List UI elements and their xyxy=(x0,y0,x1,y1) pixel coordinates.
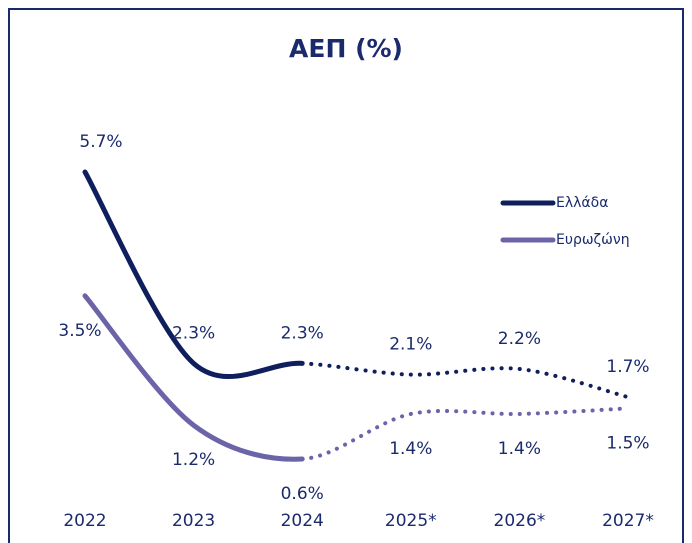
data-label: 1.4% xyxy=(389,439,432,459)
data-label: 1.2% xyxy=(172,450,215,470)
series-line-forecast xyxy=(300,361,630,400)
data-label: 1.4% xyxy=(498,439,541,459)
data-label: 0.6% xyxy=(281,484,324,504)
series-line-forecast xyxy=(300,406,630,461)
legend-label: Ελλάδα xyxy=(556,195,608,211)
data-label: 3.5% xyxy=(58,321,101,341)
series-line xyxy=(82,293,305,462)
data-label: 5.7% xyxy=(79,132,122,152)
chart-title: ΑΕΠ (%) xyxy=(289,34,403,63)
x-tick-label: 2027* xyxy=(602,511,654,531)
x-tick-label: 2024 xyxy=(281,511,324,531)
data-label: 1.7% xyxy=(606,357,649,377)
data-label: 2.3% xyxy=(172,323,215,343)
x-tick-label: 2022 xyxy=(63,511,106,531)
series-line xyxy=(82,169,305,380)
legend-label: Ευρωζώνη xyxy=(556,232,630,248)
x-tick-label: 2025* xyxy=(385,511,437,531)
data-label: 2.2% xyxy=(498,329,541,349)
data-label: 1.5% xyxy=(606,433,649,453)
data-label: 2.1% xyxy=(389,335,432,355)
frame xyxy=(8,8,684,543)
x-tick-label: 2026* xyxy=(494,511,546,531)
data-label: 2.3% xyxy=(281,323,324,343)
x-tick-label: 2023 xyxy=(172,511,215,531)
